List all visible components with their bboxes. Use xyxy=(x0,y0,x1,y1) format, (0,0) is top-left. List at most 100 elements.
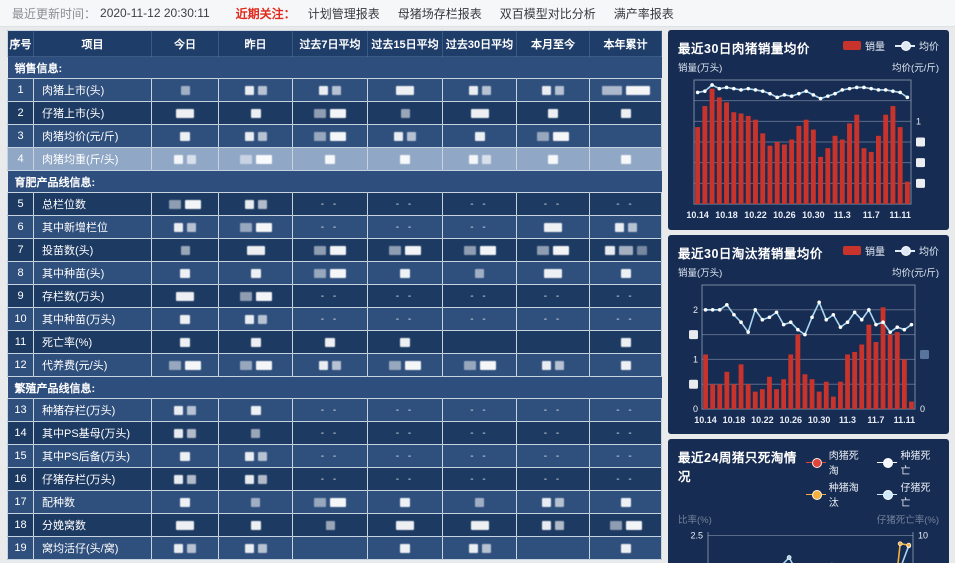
redacted-value-block xyxy=(620,337,631,347)
redacted-value-block xyxy=(257,199,267,209)
row-label: 分娩窝数 xyxy=(33,513,152,537)
chart2-plot[interactable]: 0 1 2 0 10.14 10.18 10.22 10.26 10.30 11.3 11.7 11.… xyxy=(678,279,939,429)
redacted-value-block xyxy=(620,497,631,507)
tab-model-compare[interactable]: 双百模型对比分析 xyxy=(499,6,596,21)
redacted-value-block xyxy=(239,360,252,370)
redacted-value-block xyxy=(187,543,196,553)
redacted-value-block xyxy=(553,245,569,255)
redacted-value-block xyxy=(470,108,489,118)
chart3-plot[interactable]: 2.510281.56 xyxy=(678,526,939,563)
legend-item-label: 种猪死亡 xyxy=(900,451,931,477)
value-cell xyxy=(218,101,293,125)
value-cell xyxy=(218,398,293,422)
tab-plan-report[interactable]: 计划管理报表 xyxy=(307,6,380,21)
redacted-value-block xyxy=(187,405,196,415)
redacted-value-block xyxy=(255,222,272,232)
svg-text:2.5: 2.5 xyxy=(690,530,703,540)
chart1-title: 最近30日肉猪销量均价 xyxy=(678,42,810,56)
value-cell xyxy=(151,421,219,445)
no-data-dashes: - - xyxy=(543,474,563,485)
value-cell xyxy=(367,101,443,125)
value-cell xyxy=(151,467,219,491)
value-cell xyxy=(442,238,517,262)
table-row-17[interactable]: 17 配种数 xyxy=(7,490,662,514)
svg-text:11.7: 11.7 xyxy=(863,210,880,220)
table-row-6[interactable]: 6 其中新增栏位 - - - - - - xyxy=(7,215,662,239)
no-data-dashes: - - xyxy=(470,291,489,302)
redacted-value-block xyxy=(620,268,631,278)
value-cell xyxy=(367,238,443,262)
chart1-ylabel-right: 均价(元/斤) xyxy=(892,63,939,74)
redacted-value-block xyxy=(400,543,410,553)
chart3-legend: 肉猪死淘 种猪死亡种猪淘汰 仔猪死亡 xyxy=(805,447,939,509)
redacted-value-block xyxy=(625,85,650,95)
no-data-dashes: - - xyxy=(543,291,563,302)
legend-item-0[interactable]: 肉猪死淘 xyxy=(805,447,868,477)
table-row-4[interactable]: 4 肉猪均重(斤/头) xyxy=(7,147,662,171)
redacted-value-block xyxy=(542,85,551,95)
table-row-18[interactable]: 18 分娩窝数 xyxy=(7,513,662,537)
legend-item-3[interactable]: 仔猪死亡 xyxy=(877,479,939,509)
redacted-value-block xyxy=(474,131,485,141)
redacted-value-block xyxy=(174,428,183,438)
legend-dot-icon xyxy=(805,489,826,500)
no-data-dashes: - - xyxy=(320,291,340,302)
redacted-value-block xyxy=(625,520,642,530)
value-cell xyxy=(218,238,293,262)
table-row-8[interactable]: 8 其中种苗(头) xyxy=(7,261,662,285)
svg-text:11.7: 11.7 xyxy=(867,415,884,425)
table-row-7[interactable]: 7 投苗数(头) xyxy=(7,238,662,262)
table-row-12[interactable]: 12 代养费(元/头) xyxy=(7,353,662,377)
table-row-1[interactable]: 1 肉猪上市(头) xyxy=(7,78,662,102)
legend-item-1[interactable]: 种猪死亡 xyxy=(877,447,939,477)
redacted-value-block xyxy=(244,314,254,324)
redacted-value-block xyxy=(325,337,335,347)
value-cell xyxy=(516,261,590,285)
value-cell xyxy=(151,192,219,216)
redacted-value-block xyxy=(620,360,631,370)
value-cell: - - xyxy=(292,215,368,239)
redacted-value-block xyxy=(244,543,254,553)
table-row-11[interactable]: 11 死亡率(%) xyxy=(7,330,662,354)
redacted-value-block xyxy=(314,268,326,278)
value-cell xyxy=(367,330,443,354)
redacted-value-block xyxy=(174,543,183,553)
value-cell xyxy=(292,353,368,377)
table-row-14[interactable]: 14 其中PS基母(万头) - - - - - - - - - - xyxy=(7,421,662,445)
chart1-plot[interactable]: 1 10.14 10.18 10.22 10.26 10.30 11.3 11.7 11.11 xyxy=(678,74,939,224)
chart3-title: 最近24周猪只死淘情况 xyxy=(678,451,797,484)
legend-sales2[interactable]: 销量 xyxy=(843,243,885,258)
redacted-value-block xyxy=(250,520,261,530)
no-data-dashes: - - xyxy=(395,291,415,302)
table-row-2[interactable]: 2 仔猪上市(头) xyxy=(7,101,662,125)
value-cell: - - xyxy=(516,421,590,445)
tab-capacity-report[interactable]: 满产率报表 xyxy=(613,6,674,21)
redacted-value-block xyxy=(614,222,624,232)
redacted-value-block xyxy=(325,520,335,530)
value-cell: - - xyxy=(442,421,517,445)
svg-text:1: 1 xyxy=(916,116,921,126)
legend-sales[interactable]: 销量 xyxy=(843,38,885,53)
table-row-13[interactable]: 13 种猪存栏(万头) - - - - - - - - - - xyxy=(7,398,662,422)
value-cell: - - xyxy=(589,467,662,491)
legend-item-2[interactable]: 种猪淘汰 xyxy=(805,479,868,509)
table-row-10[interactable]: 10 其中种苗(万头) - - - - - - - - - - xyxy=(7,307,662,331)
value-cell xyxy=(516,330,590,354)
no-data-dashes: - - xyxy=(470,474,489,485)
value-cell: - - xyxy=(442,467,517,491)
table-row-9[interactable]: 9 存栏数(万头) - - - - - - - - - - xyxy=(7,284,662,308)
table-row-15[interactable]: 15 其中PS后备(万头) - - - - - - - - - - xyxy=(7,444,662,468)
tab-sow-farm-report[interactable]: 母猪场存栏报表 xyxy=(397,6,482,21)
svg-text:10.14: 10.14 xyxy=(694,415,717,425)
redacted-value-block xyxy=(169,199,181,209)
redacted-value-block xyxy=(400,337,410,347)
value-cell xyxy=(218,307,293,331)
table-row-19[interactable]: 19 窝均活仔(头/窝) xyxy=(7,536,662,560)
legend-avgprice[interactable]: 均价 xyxy=(895,38,939,53)
value-cell xyxy=(218,261,293,285)
row-label: 其中新增栏位 xyxy=(33,215,152,239)
table-row-3[interactable]: 3 肉猪均价(元/斤) xyxy=(7,124,662,148)
table-row-5[interactable]: 5 总栏位数 - - - - - - - - - - xyxy=(7,192,662,216)
legend-avgprice2[interactable]: 均价 xyxy=(895,243,939,258)
table-row-16[interactable]: 16 仔猪存栏(万头) - - - - - - - - - - xyxy=(7,467,662,491)
